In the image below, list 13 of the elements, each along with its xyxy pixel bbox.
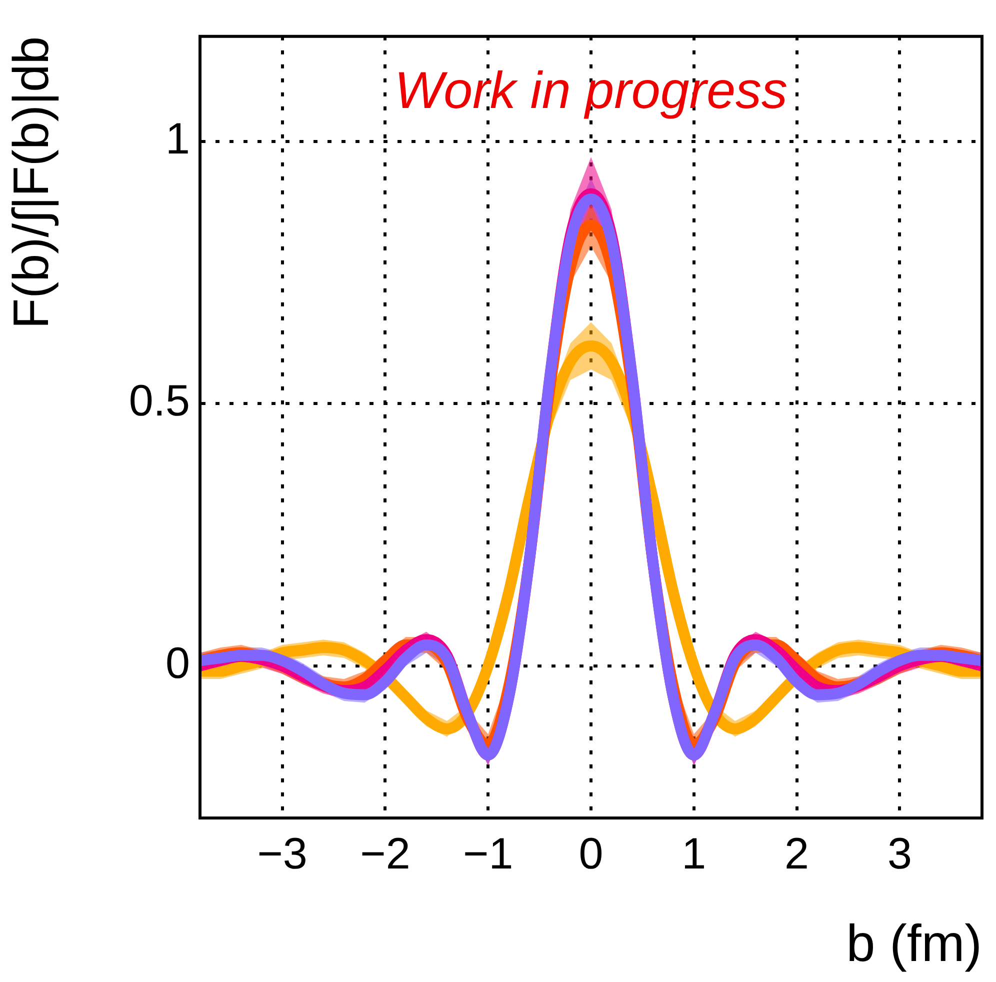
x-tick-label: 2 xyxy=(784,830,810,879)
x-tick-label: 1 xyxy=(682,830,706,879)
y-axis-title: F(b)/∫|F(b)|db xyxy=(2,36,59,329)
y-tick-label: 0.5 xyxy=(128,376,190,426)
x-tick-label: −1 xyxy=(463,830,514,879)
x-tick-label: −3 xyxy=(257,830,308,879)
x-axis-title: b (fm) xyxy=(846,915,982,974)
y-tick-label: 1 xyxy=(166,114,190,164)
annotation: Work in progress xyxy=(394,62,788,120)
x-tick-label: 0 xyxy=(578,830,604,879)
x-tick-label: −2 xyxy=(360,830,410,879)
y-tick-label: 0 xyxy=(166,639,190,688)
x-tick-label: 3 xyxy=(887,830,912,879)
